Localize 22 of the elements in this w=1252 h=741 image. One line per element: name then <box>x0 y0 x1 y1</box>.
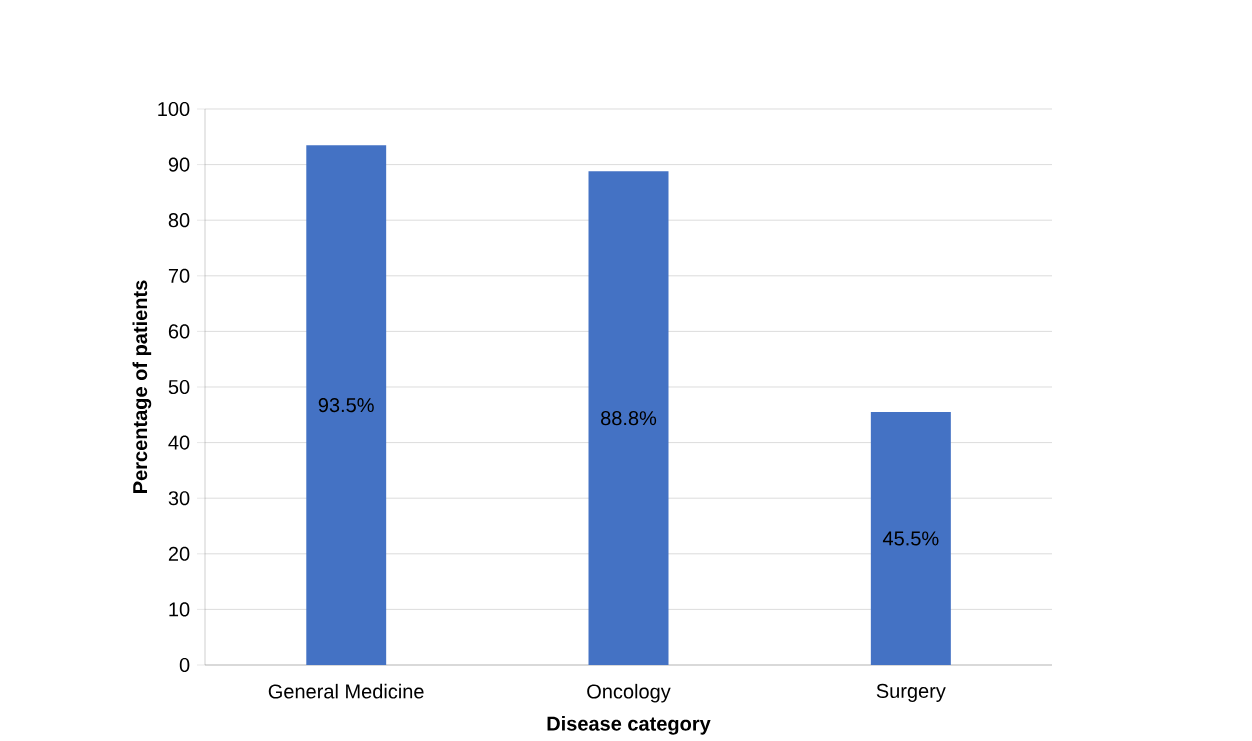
y-tick-label: 70 <box>168 268 190 283</box>
x-tick-label: Surgery <box>876 683 946 702</box>
data-label: 88.8% <box>601 410 657 425</box>
data-label: 45.5% <box>882 531 939 546</box>
bar <box>588 171 669 665</box>
bar <box>306 144 387 665</box>
y-tick-label: 40 <box>168 435 190 450</box>
y-tick-label: 30 <box>168 490 190 506</box>
bar <box>870 411 951 665</box>
y-tick-label: 10 <box>169 602 190 617</box>
y-tick-label: 0 <box>179 657 190 672</box>
y-tick-label: 20 <box>168 546 190 561</box>
x-tick-label: Oncology <box>587 683 671 703</box>
y-tick-label: 80 <box>168 212 190 228</box>
data-label: 93.5% <box>318 397 374 412</box>
y-tick-label: 90 <box>168 157 190 172</box>
y-tick-label: 100 <box>158 101 190 116</box>
x-axis-title: Disease category <box>547 715 711 735</box>
y-axis-title: Percentage of patients <box>132 280 152 493</box>
y-tick-label: 60 <box>168 324 190 339</box>
x-tick-label: General Medicine <box>268 683 424 699</box>
y-tick-label: 50 <box>168 379 190 394</box>
